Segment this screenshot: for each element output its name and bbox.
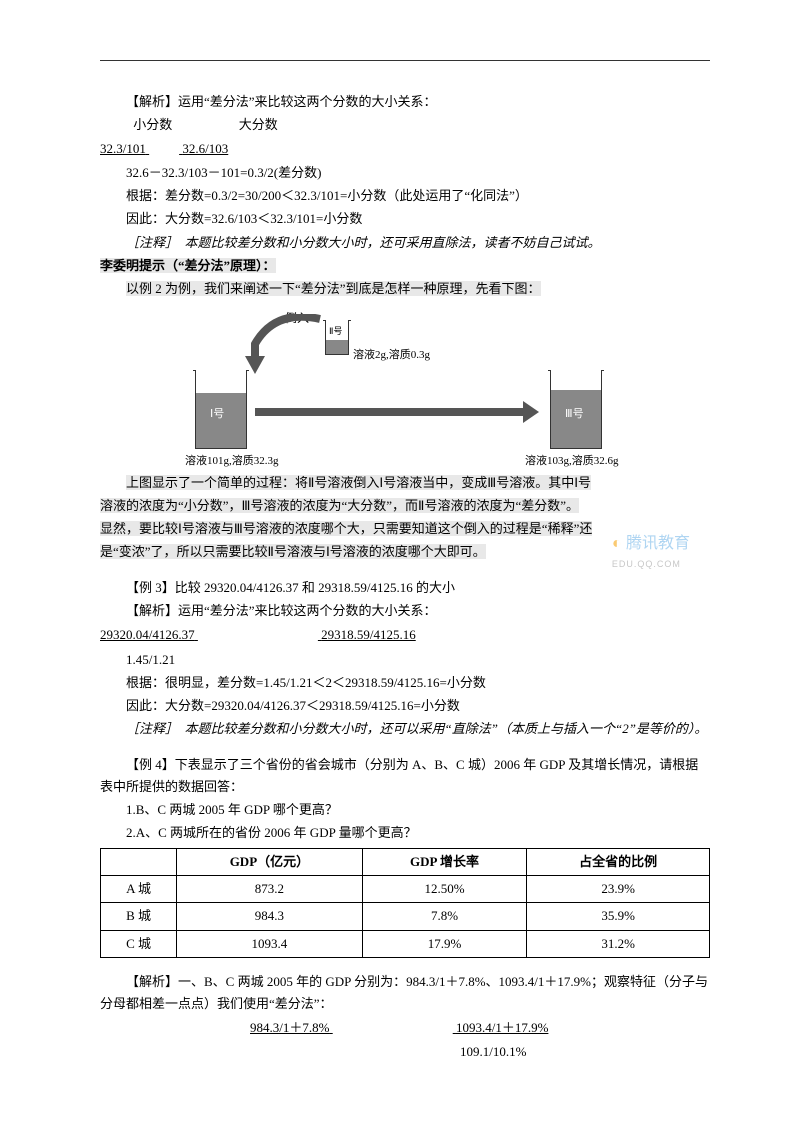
beaker-2-caption: 溶液2g,溶质0.3g (353, 346, 430, 365)
highlight-text: 是“变浓”了，所以只需要比较Ⅱ号溶液与Ⅰ号溶液的浓度哪个大即可。 (100, 544, 486, 559)
table-row: C 城 1093.4 17.9% 31.2% (101, 930, 710, 957)
text-line: 上图显示了一个简单的过程：将Ⅱ号溶液倒入Ⅰ号溶液当中，变成Ⅲ号溶液。其中Ⅰ号 (100, 472, 710, 494)
frac-a: 984.3/1＋7.8% (250, 1020, 329, 1035)
text-line: 【例 3】比较 29320.04/4126.37 和 29318.59/4125… (100, 577, 710, 599)
text-line: 2.A、C 两城所在的省份 2006 年 GDP 量哪个更高？ (100, 822, 710, 844)
table-cell: 31.2% (527, 930, 710, 957)
table-header: GDP（亿元） (177, 849, 363, 876)
text-line: 【例 4】下表显示了三个省份的省会城市（分别为 A、B、C 城）2006 年 G… (100, 754, 710, 798)
table-cell: C 城 (101, 930, 177, 957)
text-line: 因此：大分数=29320.04/4126.37＜29318.59/4125.16… (100, 695, 710, 717)
beaker-1: Ⅰ号 (195, 370, 247, 449)
beaker-3: Ⅲ号 (550, 370, 602, 449)
table-cell: 23.9% (527, 876, 710, 903)
table-cell: B 城 (101, 903, 177, 930)
text-line: 根据：差分数=0.3/2=30/200＜32.3/101=小分数（此处运用了“化… (100, 185, 710, 207)
pour-arrow-icon (235, 314, 330, 384)
table-cell: 7.8% (362, 903, 527, 930)
table-cell: A 城 (101, 876, 177, 903)
text-line: 以例 2 为例，我们来阐述一下“差分法”到底是怎样一种原理，先看下图： (100, 278, 710, 300)
highlight-text: 以例 2 为例，我们来阐述一下“差分法”到底是怎样一种原理，先看下图： (126, 281, 541, 296)
text-line: 因此：大分数=32.6/103＜32.3/101=小分数 (100, 208, 710, 230)
fraction-row: 984.3/1＋7.8% 1093.4/1＋17.9% (250, 1017, 548, 1039)
note-line: ［注释］ 本题比较差分数和小分数大小时，还可采用直除法，读者不妨自己试试。 (100, 232, 710, 254)
text-line: 显然，要比较Ⅰ号溶液与Ⅲ号溶液的浓度哪个大，只需要知道这个倒入的过程是“稀释”还 (100, 518, 710, 540)
table-cell: 1093.4 (177, 930, 363, 957)
beaker-3-caption: 溶液103g,溶质32.6g (525, 452, 619, 471)
table-cell: 12.50% (362, 876, 527, 903)
table-cell: 984.3 (177, 903, 363, 930)
text-line: 是“变浓”了，所以只需要比较Ⅱ号溶液与Ⅰ号溶液的浓度哪个大即可。 (100, 541, 710, 563)
label-small-fraction: 小分数 (133, 117, 172, 132)
beaker-2-label: Ⅱ号 (329, 324, 342, 339)
table-row: B 城 984.3 7.8% 35.9% (101, 903, 710, 930)
table-header: GDP 增长率 (362, 849, 527, 876)
heading-text: 李委明提示（“差分法”原理）： (100, 258, 276, 273)
text-line: 【解析】一、B、C 两城 2005 年的 GDP 分别为：984.3/1＋7.8… (100, 971, 710, 1015)
note-line: ［注释］ 本题比较差分数和小分数大小时，还可以采用“直除法”（本质上与插入一个“… (100, 718, 710, 740)
text-line: 109.1/10.1% (460, 1041, 710, 1063)
table-header: 占全省的比例 (527, 849, 710, 876)
text-line: 【解析】运用“差分法”来比较这两个分数的大小关系： (100, 91, 710, 113)
arrow-right-icon (255, 408, 525, 416)
label-big-fraction: 大分数 (239, 117, 278, 132)
highlight-text: 显然，要比较Ⅰ号溶液与Ⅲ号溶液的浓度哪个大，只需要知道这个倒入的过程是“稀释”还 (100, 521, 592, 536)
frac-b: 29318.59/4125.16 (321, 627, 416, 642)
table-row: A 城 873.2 12.50% 23.9% (101, 876, 710, 903)
frac-b: 1093.4/1＋17.9% (456, 1020, 548, 1035)
table-header (101, 849, 177, 876)
table-cell: 35.9% (527, 903, 710, 930)
frac-a: 32.3/101 (100, 141, 146, 156)
fraction-row: 29320.04/4126.37 29318.59/4125.16 (100, 624, 416, 646)
highlight-text: 上图显示了一个简单的过程：将Ⅱ号溶液倒入Ⅰ号溶液当中，变成Ⅲ号溶液。其中Ⅰ号 (126, 475, 591, 490)
frac-b: 32.6/103 (182, 141, 228, 156)
table-header-row: GDP（亿元） GDP 增长率 占全省的比例 (101, 849, 710, 876)
text-line: 1.B、C 两城 2005 年 GDP 哪个更高？ (100, 799, 710, 821)
table-cell: 17.9% (362, 930, 527, 957)
text-line: 1.45/1.21 (100, 649, 710, 671)
beaker-1-caption: 溶液101g,溶质32.3g (185, 452, 279, 471)
section-heading: 李委明提示（“差分法”原理）： (100, 255, 710, 277)
text-line: 小分数 大分数 (100, 114, 710, 136)
highlight-text: 溶液的浓度为“小分数”，Ⅲ号溶液的浓度为“大分数”，而Ⅱ号溶液的浓度为“差分数”… (100, 498, 579, 513)
beaker-1-label: Ⅰ号 (210, 405, 224, 424)
text-line: 【解析】运用“差分法”来比较这两个分数的大小关系： (100, 600, 710, 622)
beaker-3-label: Ⅲ号 (565, 405, 584, 424)
gdp-table: GDP（亿元） GDP 增长率 占全省的比例 A 城 873.2 12.50% … (100, 848, 710, 957)
text-line: 根据：很明显，差分数=1.45/1.21＜2＜29318.59/4125.16=… (100, 672, 710, 694)
solution-diagram: 倒入 Ⅱ号 溶液2g,溶质0.3g Ⅰ号 溶液101g,溶质32.3g Ⅲ号 溶… (195, 308, 615, 468)
frac-a: 29320.04/4126.37 (100, 627, 195, 642)
fraction-row: 32.3/101 32.6/103 (100, 138, 228, 160)
text-line: 溶液的浓度为“小分数”，Ⅲ号溶液的浓度为“大分数”，而Ⅱ号溶液的浓度为“差分数”… (100, 495, 710, 517)
top-rule (100, 60, 710, 61)
document-page: 【解析】运用“差分法”来比较这两个分数的大小关系： 小分数 大分数 32.3/1… (0, 0, 800, 1132)
table-cell: 873.2 (177, 876, 363, 903)
text-line: 32.6－32.3/103－101=0.3/2(差分数) (100, 162, 710, 184)
